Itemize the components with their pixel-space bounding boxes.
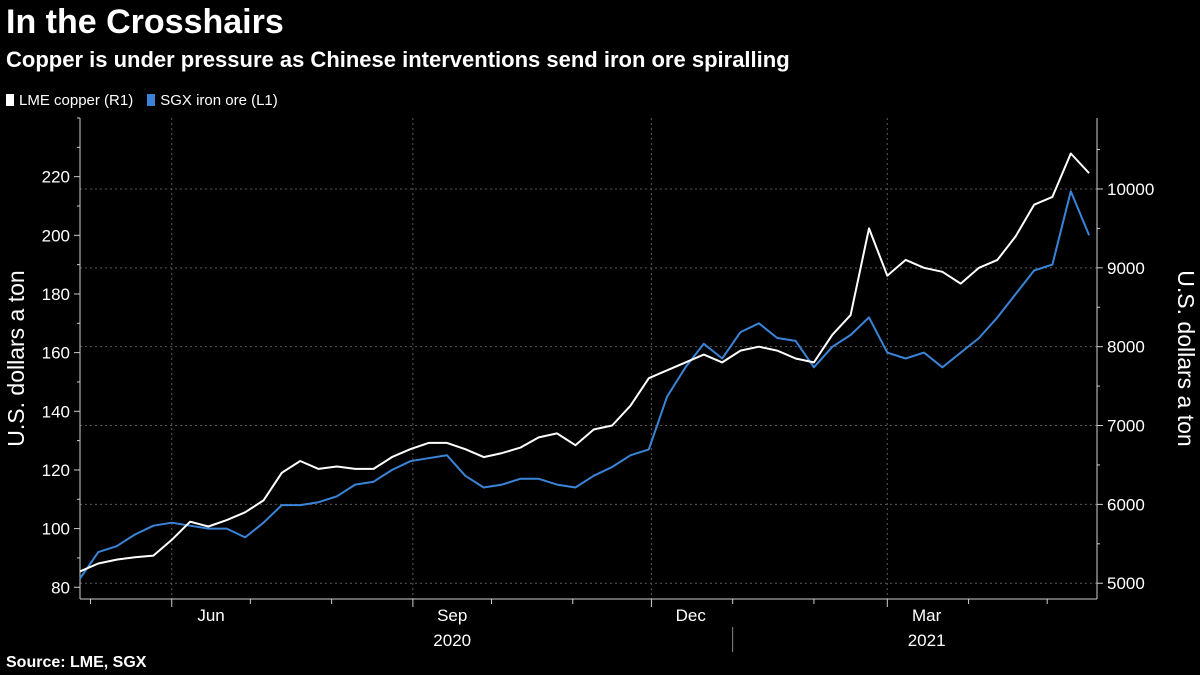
left-axis-tick-label: 200 (42, 226, 70, 245)
legend-item-iron-ore: SGX iron ore (L1) (147, 92, 278, 109)
series-line-iron-ore (79, 190, 1091, 580)
x-axis-month-label: Mar (912, 606, 942, 625)
right-axis-tick-label: 9000 (1107, 259, 1145, 278)
chart-source: Source: LME, SGX (6, 654, 147, 671)
left-axis-tick-label: 120 (42, 461, 70, 480)
series-line-copper (79, 152, 1090, 573)
chart-title: In the Crosshairs (6, 3, 284, 41)
legend-label-copper: LME copper (R1) (19, 91, 134, 109)
right-axis-tick-label: 6000 (1107, 495, 1145, 514)
legend-swatch-copper (6, 94, 14, 106)
legend-swatch-iron-ore (147, 94, 156, 106)
right-axis-tick-label: 8000 (1107, 338, 1145, 357)
legend-item-copper: LME copper (R1) (6, 92, 133, 109)
left-axis-tick-label: 140 (42, 402, 70, 421)
x-axis-year-label: 2020 (433, 631, 471, 650)
x-axis-month-label: Sep (437, 606, 467, 625)
left-axis-tick-label: 80 (51, 578, 70, 597)
left-axis-tick-label: 100 (42, 520, 70, 539)
x-axis-month-label: Jun (197, 606, 224, 625)
left-axis-tick-label: 160 (42, 344, 70, 363)
legend-label-iron-ore: SGX iron ore (L1) (160, 91, 278, 109)
right-axis-title: U.S. dollars a ton (1173, 270, 1199, 446)
left-axis-tick-label: 180 (42, 285, 70, 304)
x-axis-month-label: Dec (676, 606, 707, 625)
left-axis-tick-label: 220 (42, 168, 70, 187)
chart-legend: LME copper (R1) SGX iron ore (L1) (6, 90, 292, 110)
chart-subtitle: Copper is under pressure as Chinese inte… (6, 47, 790, 72)
x-axis-year-label: 2021 (908, 631, 946, 650)
left-axis-title: U.S. dollars a ton (3, 270, 29, 446)
right-axis-tick-label: 10000 (1107, 180, 1154, 199)
right-axis-tick-label: 5000 (1107, 574, 1145, 593)
right-axis-tick-label: 7000 (1107, 417, 1145, 436)
